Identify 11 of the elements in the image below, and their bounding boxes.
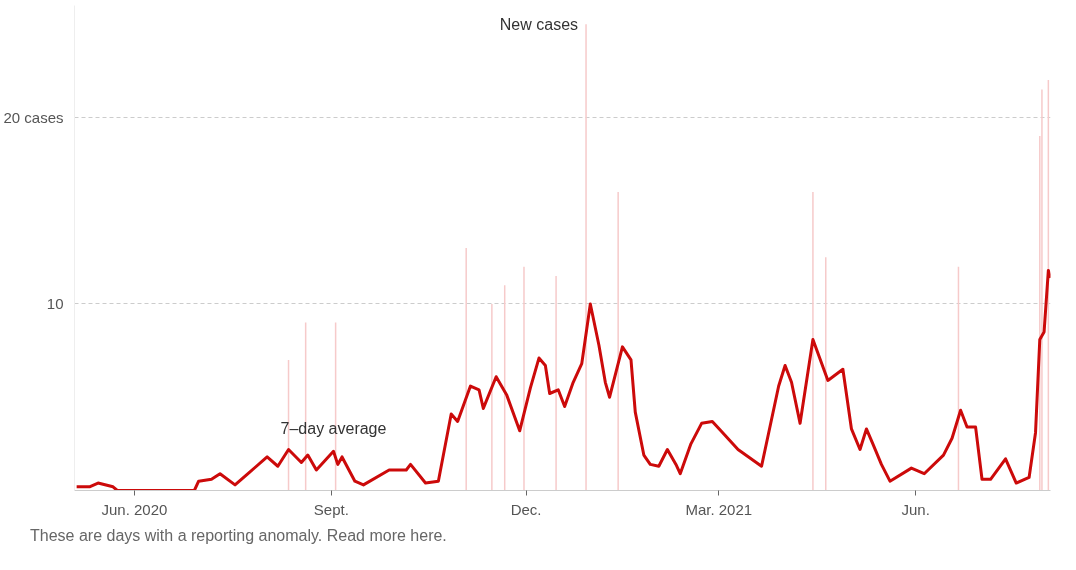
x-tick-label: Dec. — [510, 500, 542, 518]
y-tick-label: 10 — [46, 295, 64, 313]
x-tick-label: Jun. 2020 — [101, 500, 168, 518]
annotation: 7–day average — [280, 420, 387, 438]
x-tick-label: Mar. 2021 — [685, 500, 753, 518]
x-tick-label: Sept. — [313, 500, 349, 518]
line-series — [75, 268, 1051, 491]
x-tick-label: Jun. — [901, 500, 930, 518]
text: These are days with a reporting anomaly. Read more here. — [30, 526, 447, 546]
y-tick-label: 20 cases — [3, 108, 64, 126]
annotation: New cases — [499, 15, 579, 33]
